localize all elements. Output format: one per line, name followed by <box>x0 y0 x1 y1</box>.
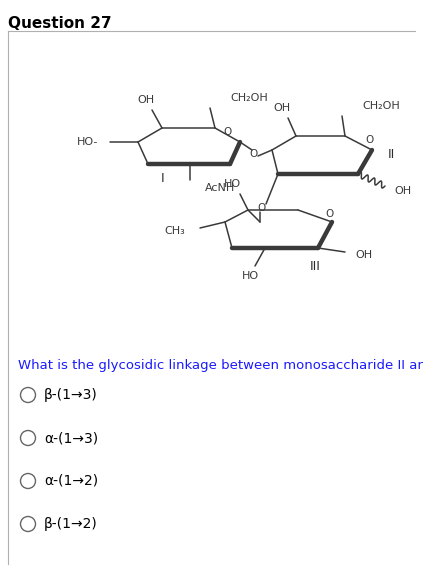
Text: α-(1→2): α-(1→2) <box>44 474 98 488</box>
Text: O: O <box>366 135 374 145</box>
Text: What is the glycosidic linkage between monosaccharide II and III?: What is the glycosidic linkage between m… <box>18 359 423 372</box>
Text: OH: OH <box>394 186 411 196</box>
Text: OH: OH <box>273 103 291 113</box>
Text: β-(1→3): β-(1→3) <box>44 388 98 402</box>
Text: CH₃: CH₃ <box>164 226 185 236</box>
Text: II: II <box>388 148 395 161</box>
Text: HO: HO <box>242 271 258 281</box>
Text: CH₂OH: CH₂OH <box>362 101 400 111</box>
Text: I: I <box>161 173 165 185</box>
Text: HO: HO <box>223 179 241 189</box>
Text: α-(1→3): α-(1→3) <box>44 431 98 445</box>
Text: AcNH: AcNH <box>205 183 235 193</box>
Text: O: O <box>224 127 232 137</box>
Text: OH: OH <box>355 250 372 260</box>
Text: O: O <box>326 209 334 219</box>
Text: β-(1→2): β-(1→2) <box>44 517 98 531</box>
Text: O: O <box>258 203 266 213</box>
Text: HO-: HO- <box>77 137 98 147</box>
Text: CH₂OH: CH₂OH <box>230 93 268 103</box>
Text: O: O <box>250 149 258 159</box>
Text: Question 27: Question 27 <box>8 16 112 31</box>
Text: III: III <box>310 259 321 273</box>
Text: OH: OH <box>137 95 154 105</box>
